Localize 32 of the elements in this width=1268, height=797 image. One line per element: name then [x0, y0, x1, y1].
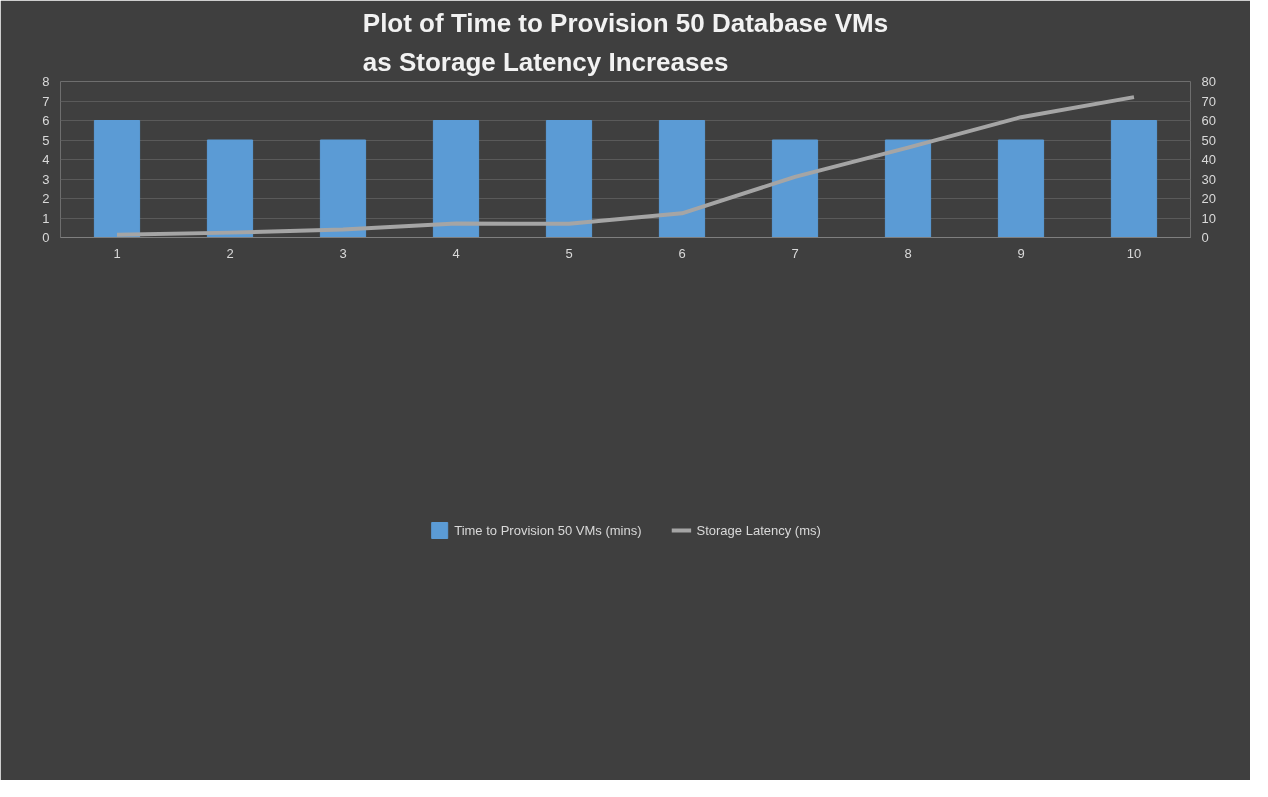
- y2-tick-label: 30: [1201, 171, 1216, 187]
- legend-label: Time to Provision 50 VMs (mins): [454, 522, 642, 538]
- y2-tick-label: 20: [1201, 191, 1216, 206]
- y-tick-label: 8: [42, 74, 50, 89]
- y2-tick-label: 0: [1201, 230, 1209, 245]
- y-tick-label: 6: [42, 113, 50, 128]
- chart-title: Plot of Time to Provision 50 Database VMs as Storage Latency Increases: [362, 7, 889, 77]
- y2-tick-label: 40: [1201, 152, 1216, 167]
- x-tick-label: 3: [339, 245, 347, 261]
- y-tick-label: 7: [42, 93, 50, 109]
- y2-tick-label: 60: [1201, 113, 1216, 128]
- y-tick-label: 3: [42, 171, 50, 187]
- y-tick-label: 0: [42, 230, 50, 245]
- y2-tick-label: 70: [1201, 93, 1216, 109]
- y-tick-label: 2: [42, 191, 50, 206]
- x-tick-label: 5: [565, 245, 573, 261]
- y2-tick-label: 10: [1201, 210, 1216, 226]
- x-tick-label: 9: [1017, 245, 1025, 261]
- x-tick-label: 4: [452, 245, 460, 261]
- x-tick-label: 2: [226, 245, 234, 261]
- y-tick-label: 4: [42, 152, 50, 167]
- y-tick-label: 1: [42, 210, 50, 226]
- x-tick-label: 6: [678, 245, 686, 261]
- y-tick-label: 5: [42, 132, 50, 148]
- x-tick-label: 8: [904, 245, 912, 261]
- x-tick-label: 7: [791, 245, 799, 261]
- x-tick-label: 1: [113, 245, 121, 261]
- line-series: [115, 95, 1136, 237]
- legend-label: Storage Latency (ms): [696, 522, 821, 538]
- y2-tick-label: 80: [1201, 74, 1216, 89]
- y2-tick-label: 50: [1201, 132, 1216, 148]
- x-tick-label: 10: [1126, 245, 1142, 261]
